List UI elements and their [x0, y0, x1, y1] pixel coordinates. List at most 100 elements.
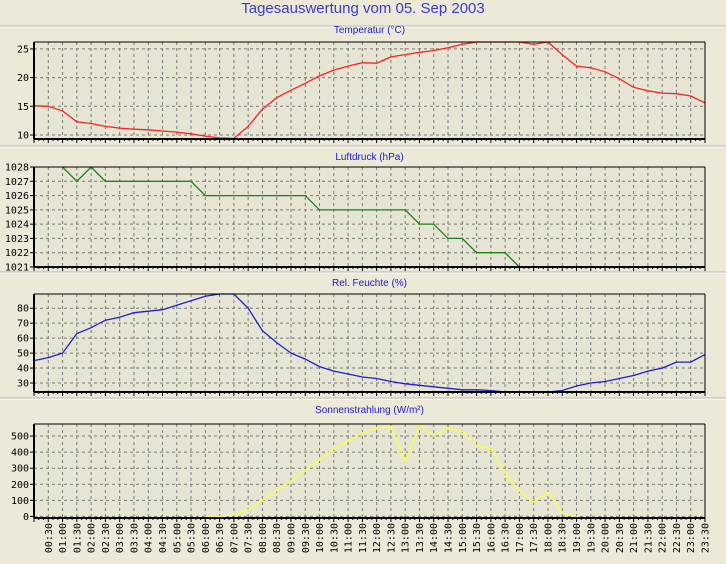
x-tick-label: 16:30 [501, 523, 512, 553]
y-tick-label: 1027 [5, 177, 29, 188]
data-point [418, 223, 421, 225]
data-point [318, 365, 321, 368]
data-point [447, 427, 449, 429]
data-point [404, 461, 406, 463]
data-point [333, 209, 335, 211]
data-point [290, 480, 292, 482]
data-point [590, 67, 592, 69]
x-tick-label: 01:30 [72, 523, 83, 553]
x-tick-label: 11:30 [358, 523, 369, 553]
x-tick-label: 16:00 [486, 523, 497, 553]
data-point [190, 300, 192, 302]
x-tick-label: 14:30 [444, 523, 455, 553]
data-point [119, 316, 121, 318]
data-point [633, 86, 635, 88]
data-point [418, 384, 421, 386]
data-point [90, 122, 92, 125]
x-tick-label: 15:00 [458, 523, 469, 553]
data-point [461, 430, 463, 432]
y-tick-label: 1022 [5, 248, 29, 259]
x-tick-label: 06:00 [201, 523, 212, 553]
data-point [390, 56, 392, 58]
data-point [147, 180, 149, 182]
data-point [276, 490, 278, 492]
data-point [433, 435, 435, 437]
x-tick-label: 07:30 [244, 523, 255, 553]
x-tick-label: 08:30 [272, 523, 283, 553]
chart-panel-1: Luftdruck (hPa) 1021 1022 1023 1024 1025 1026 1… [0, 145, 726, 274]
x-tick-label: 08:00 [258, 523, 269, 553]
data-point [604, 71, 606, 73]
data-point [433, 386, 435, 388]
data-point [447, 237, 449, 240]
y-tick-label: 1025 [5, 205, 29, 216]
x-tick-label: 17:30 [529, 523, 540, 553]
data-point [76, 333, 78, 335]
y-tick-label: 60 [17, 334, 29, 345]
data-point [261, 330, 264, 332]
data-point [333, 69, 335, 71]
data-point [361, 209, 363, 211]
data-point [304, 469, 306, 471]
data-point [461, 237, 463, 240]
x-tick-label: 14:00 [429, 523, 440, 553]
data-point [418, 424, 421, 426]
data-point [347, 65, 349, 67]
data-point [490, 252, 492, 254]
x-tick-label: 10:30 [329, 523, 340, 553]
data-point [604, 380, 606, 383]
data-point [390, 380, 392, 383]
x-tick-label: 01:00 [58, 523, 69, 553]
chart-title: Temperatur (°C) [334, 25, 405, 36]
x-tick-label: 02:30 [101, 523, 112, 553]
x-tick-label: 18:00 [543, 523, 554, 553]
data-point [361, 62, 363, 64]
data-point [504, 252, 506, 254]
data-point [204, 295, 206, 297]
data-point [318, 75, 321, 77]
data-point [333, 448, 335, 450]
y-tick-label: 1023 [5, 234, 29, 245]
data-point [190, 133, 192, 135]
x-tick-label: 21:30 [643, 523, 654, 553]
data-point [318, 459, 321, 461]
data-point [404, 209, 406, 211]
x-tick-label: 04:00 [144, 523, 155, 553]
data-point [390, 425, 392, 428]
data-point [233, 514, 235, 516]
x-tick-label: 11:00 [344, 523, 355, 553]
data-point [276, 97, 278, 99]
data-point [261, 108, 264, 110]
data-point [447, 47, 449, 49]
data-point [218, 194, 221, 197]
data-point [247, 194, 249, 197]
y-tick-label: 300 [11, 464, 29, 475]
x-tick-label: 05:30 [187, 523, 198, 553]
data-point [690, 361, 692, 363]
plot-area [34, 424, 705, 518]
data-point [404, 54, 406, 56]
x-tick-label: 05:00 [172, 523, 183, 553]
data-point [176, 180, 178, 182]
data-point [76, 180, 78, 182]
data-point [376, 62, 378, 64]
data-point [518, 490, 521, 492]
x-tick-label: 17:00 [515, 523, 526, 553]
data-point [475, 252, 478, 254]
data-point [147, 310, 149, 312]
data-point [104, 319, 106, 321]
data-point [318, 209, 321, 211]
data-point [176, 304, 178, 306]
data-point [104, 125, 106, 127]
x-tick-label: 09:30 [301, 523, 312, 553]
x-tick-label: 23:00 [686, 523, 697, 553]
data-point [290, 89, 292, 91]
x-tick-label: 10:00 [315, 523, 326, 553]
chart-panel-0: Temperatur (°C) 10 15 20 25 [0, 25, 726, 143]
data-point [76, 121, 78, 123]
y-tick-label: 200 [11, 480, 29, 491]
data-point [533, 501, 535, 503]
data-point [376, 209, 378, 211]
data-point [190, 180, 192, 182]
data-point [647, 370, 649, 372]
